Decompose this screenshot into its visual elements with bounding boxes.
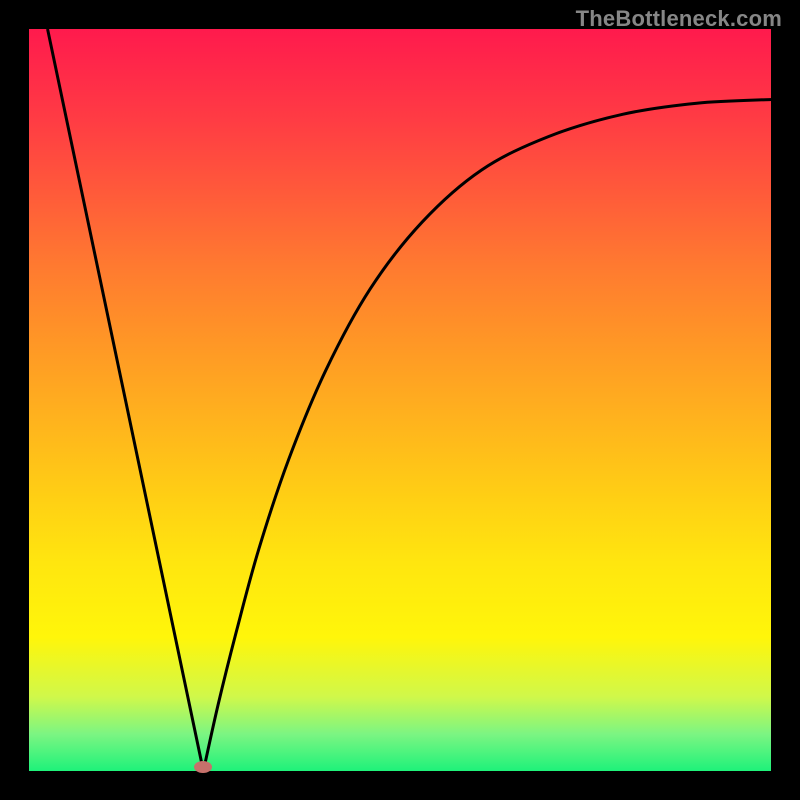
- watermark-text: TheBottleneck.com: [576, 6, 782, 32]
- gradient-plot-area: [29, 29, 771, 771]
- curve-svg: [29, 29, 771, 771]
- bottleneck-curve: [48, 29, 771, 771]
- chart-container: TheBottleneck.com: [0, 0, 800, 800]
- minimum-marker: [194, 761, 212, 773]
